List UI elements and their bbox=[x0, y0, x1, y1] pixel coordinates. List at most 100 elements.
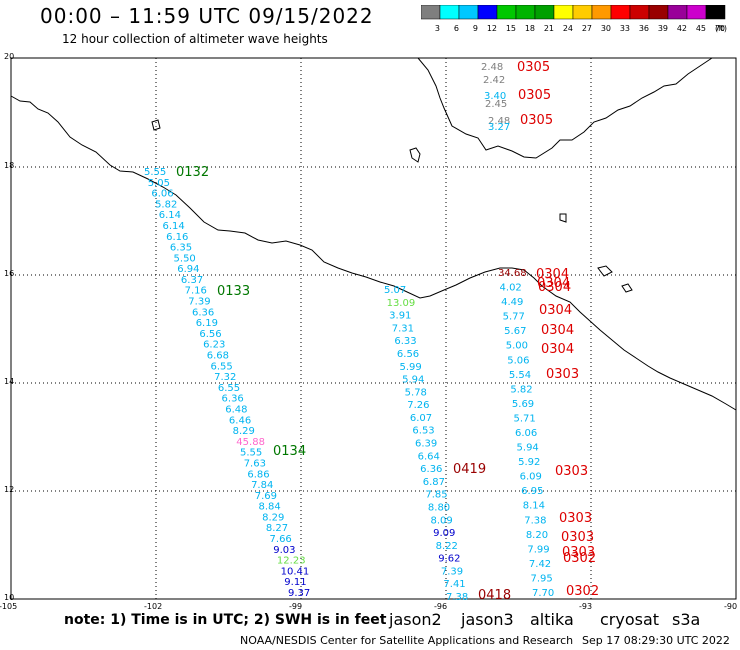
swh-label: 6.68 bbox=[207, 351, 229, 362]
pass-id-label: 0304 bbox=[536, 267, 569, 282]
pass-id-label: 0302 bbox=[566, 584, 599, 599]
pass-id-label: 0303 bbox=[559, 511, 592, 526]
pass-id-label: 0304 bbox=[538, 280, 571, 295]
swh-label: 5.55 bbox=[240, 448, 262, 459]
swh-label: 6.14 bbox=[159, 210, 181, 221]
footer-credit: NOAA/NESDIS Center for Satellite Applica… bbox=[240, 634, 574, 647]
swh-label: 7.42 bbox=[529, 559, 551, 570]
swh-label: 8.80 bbox=[428, 502, 450, 513]
scale-tick-label: 33 bbox=[620, 24, 630, 33]
swh-label: 6.33 bbox=[394, 336, 416, 347]
scale-tick-label: 45 bbox=[696, 24, 706, 33]
pass-id-label: 0134 bbox=[273, 444, 306, 459]
lat-label: 12 bbox=[4, 485, 15, 494]
swh-label: 7.39 bbox=[188, 297, 210, 308]
lat-label: 14 bbox=[4, 377, 15, 386]
scale-unit: (ft) bbox=[715, 24, 727, 33]
swh-label: 5.92 bbox=[518, 457, 540, 468]
graticule bbox=[11, 58, 736, 599]
pass-id-label: 0304 bbox=[541, 342, 574, 357]
swh-label: 34.68 bbox=[498, 268, 527, 279]
swh-label: 6.55 bbox=[210, 361, 232, 372]
swh-label: 6.23 bbox=[203, 340, 225, 351]
swh-label: 2.48 bbox=[481, 62, 503, 73]
swh-label: 6.37 bbox=[181, 275, 203, 286]
swh-label: 13.09 bbox=[387, 298, 416, 309]
sat-cryosat: cryosat bbox=[600, 610, 660, 629]
swh-label: 12.23 bbox=[277, 556, 306, 567]
sat-s3a: s3a bbox=[672, 610, 701, 629]
pass-id-label: 0418 bbox=[478, 588, 511, 603]
pass-id-label: 0304 bbox=[539, 303, 572, 318]
swh-label: 6.36 bbox=[222, 394, 244, 405]
swh-label: 2.42 bbox=[483, 75, 505, 86]
pass-id-label: 0303 bbox=[562, 545, 595, 560]
swh-label: 3.40 bbox=[484, 91, 506, 102]
swh-label: 5.54 bbox=[509, 370, 531, 381]
swh-label: 9.62 bbox=[438, 554, 460, 565]
swh-label: 8.14 bbox=[523, 501, 545, 512]
swh-label: 7.31 bbox=[392, 323, 414, 334]
swh-label: 7.41 bbox=[443, 579, 465, 590]
swh-label: 7.16 bbox=[185, 286, 207, 297]
scale-tick-label: 6 bbox=[454, 24, 459, 33]
map-frame bbox=[10, 57, 737, 600]
pass-id-label: 0303 bbox=[546, 367, 579, 382]
swh-label: 5.82 bbox=[155, 199, 177, 210]
color-scale-legend: 3 6 9 12 15 18 21 24 27 30 33 36 39 42 45 70(ft) bbox=[421, 5, 727, 33]
lat-label: 10 bbox=[4, 593, 15, 602]
swh-label: 8.09 bbox=[431, 515, 453, 526]
altimeter-tracks: 5.555.056.065.826.146.146.166.355.506.94… bbox=[144, 60, 599, 603]
swh-label: 6.09 bbox=[520, 472, 542, 483]
swh-label: 6.53 bbox=[412, 426, 434, 437]
lon-label: -96 bbox=[434, 602, 448, 611]
coastline-mexico bbox=[10, 95, 737, 411]
swh-label: 2.45 bbox=[485, 99, 507, 110]
swh-label: 9.11 bbox=[284, 577, 306, 588]
lon-label: -105 bbox=[0, 602, 18, 611]
sat-jason2: jason2 bbox=[389, 610, 442, 629]
island-3 bbox=[597, 265, 613, 277]
pass-id-label: 0305 bbox=[520, 113, 553, 128]
scale-tick-label: 24 bbox=[563, 24, 573, 33]
swh-label: 7.85 bbox=[425, 490, 447, 501]
swh-label: 6.06 bbox=[151, 189, 173, 200]
scale-tick-label: 3 bbox=[435, 24, 440, 33]
pass-id-label: 0302 bbox=[563, 551, 596, 566]
swh-label: 6.46 bbox=[229, 415, 251, 426]
swh-label: 5.94 bbox=[402, 375, 424, 386]
lon-label: -93 bbox=[579, 602, 593, 611]
scale-tick-label: 21 bbox=[544, 24, 554, 33]
swh-label: 7.99 bbox=[527, 544, 549, 555]
swh-label: 7.38 bbox=[446, 592, 468, 603]
swh-label: 6.95 bbox=[521, 486, 543, 497]
pass-id-label: 0304 bbox=[541, 323, 574, 338]
swh-label: 8.20 bbox=[526, 530, 548, 541]
lon-label: -102 bbox=[144, 602, 163, 611]
swh-label: 5.77 bbox=[503, 312, 525, 323]
swh-label: 6.14 bbox=[162, 221, 184, 232]
swh-label: 3.91 bbox=[389, 311, 411, 322]
island-2 bbox=[151, 119, 161, 131]
swh-label: 7.26 bbox=[407, 400, 429, 411]
scale-tick-label: 15 bbox=[506, 24, 516, 33]
island-4 bbox=[621, 283, 633, 293]
swh-label: 5.06 bbox=[507, 355, 529, 366]
scale-tick-label: 36 bbox=[639, 24, 649, 33]
pass-id-label: 0132 bbox=[176, 165, 209, 180]
swh-label: 6.48 bbox=[225, 404, 247, 415]
lat-label: 16 bbox=[4, 269, 15, 278]
swh-label: 8.29 bbox=[262, 512, 284, 523]
swh-label: 8.84 bbox=[258, 502, 280, 513]
island-1 bbox=[409, 147, 421, 163]
swh-label: 45.88 bbox=[236, 437, 265, 448]
swh-label: 5.07 bbox=[384, 285, 406, 296]
swh-label: 6.86 bbox=[247, 469, 269, 480]
pass-id-label: 0303 bbox=[555, 464, 588, 479]
swh-label: 6.39 bbox=[415, 439, 437, 450]
swh-label: 6.56 bbox=[397, 349, 419, 360]
swh-label: 8.29 bbox=[233, 426, 255, 437]
swh-label: 7.66 bbox=[270, 534, 292, 545]
swh-label: 5.94 bbox=[517, 443, 539, 454]
